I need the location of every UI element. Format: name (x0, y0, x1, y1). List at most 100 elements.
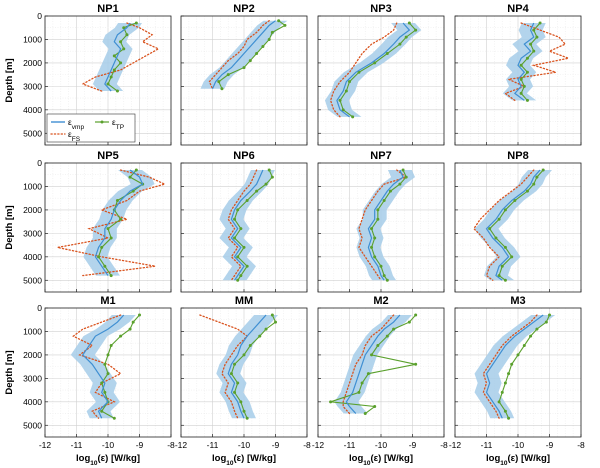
x-axis-label: log10(ε) [W/kg] (76, 453, 140, 467)
series-tp-point (109, 344, 113, 348)
series-tp-point (510, 362, 514, 366)
x-tick-label: -9 (136, 440, 144, 450)
series-tp-point (242, 409, 246, 413)
series-tp-point (115, 199, 119, 203)
series-tp-point (348, 80, 351, 84)
series-tp-point (503, 409, 507, 413)
x-tick-label: -10 (238, 440, 251, 450)
panel-mm: MM -12 -11 -10 -9 -8 log10(ε) [W/kg] (175, 295, 311, 467)
panel-title: M3 (510, 295, 525, 307)
series-tp-point (373, 255, 377, 259)
x-tick-label: -9 (409, 440, 417, 450)
series-vmp-line (82, 314, 125, 419)
series-vmp-line (485, 169, 541, 281)
y-tick-label: 5000 (23, 128, 42, 138)
x-tick-label: -12 (39, 440, 52, 450)
series-tp-point (357, 390, 361, 394)
series-tp-point (274, 320, 277, 324)
series-tp-point (494, 236, 498, 240)
y-tick-label: 0 (37, 11, 42, 21)
series-tp-point (516, 353, 520, 357)
series-tp-point (513, 199, 517, 203)
series-fs-line (227, 169, 258, 281)
panel-np2: NP2 (180, 3, 308, 146)
series-fs-line (72, 314, 122, 419)
series-tp-point (217, 80, 221, 84)
series-tp-point (103, 390, 107, 394)
vmp-uncertainty-band (356, 170, 416, 281)
series-tp-point (109, 75, 113, 79)
series-tp-point (242, 66, 246, 70)
y-tick-label: 0 (37, 158, 42, 168)
x-tick-label: -12 (449, 440, 462, 450)
x-tick-label: -11 (71, 440, 83, 450)
series-tp-point (103, 362, 107, 366)
panel-title: NP3 (370, 3, 391, 15)
legend-box (46, 113, 136, 143)
series-tp-line (339, 22, 417, 118)
series-tp-point (351, 115, 355, 119)
series-tp-point (525, 56, 529, 60)
x-axis-label: log10(ε) [W/kg] (349, 453, 413, 467)
series-tp-point (535, 175, 539, 179)
series-tp-point (407, 21, 411, 25)
series-tp-point (398, 42, 402, 46)
series-tp-point (112, 54, 116, 58)
y-tick-label: 1000 (23, 326, 42, 336)
series-tp-point (407, 320, 411, 324)
series-tp-point (267, 168, 271, 172)
y-axis-label: Depth [m] (4, 58, 15, 102)
series-vmp-line (345, 314, 401, 414)
series-tp-point (385, 52, 389, 56)
vmp-uncertainty-band (200, 20, 288, 89)
series-tp-point (503, 245, 507, 249)
series-tp-point (529, 42, 533, 46)
series-tp-point (376, 208, 380, 212)
series-tp-point (370, 245, 374, 249)
x-tick-label: -8 (577, 440, 585, 450)
y-tick-label: 3000 (23, 228, 42, 238)
series-tp-point (106, 82, 110, 86)
series-fs-line (358, 169, 408, 281)
series-tp-point (373, 405, 377, 409)
series-tp-point (507, 416, 511, 420)
series-tp-point (236, 381, 240, 385)
series-tp-point (134, 21, 138, 25)
series-tp-point (236, 255, 240, 259)
y-tick-label: 5000 (23, 275, 42, 285)
series-fs-line (329, 22, 398, 118)
series-tp-point (112, 416, 116, 420)
series-tp-point (119, 334, 123, 338)
series-tp-point (245, 416, 249, 420)
series-vmp-line (230, 169, 264, 281)
series-tp-point (277, 19, 281, 23)
y-tick-label: 4000 (23, 397, 42, 407)
series-tp-point (385, 334, 389, 338)
y-tick-label: 4000 (23, 105, 42, 115)
series-tp-point (376, 217, 380, 221)
y-tick-label: 3000 (23, 81, 42, 91)
series-tp-point (366, 372, 370, 376)
series-fs-line (504, 22, 571, 102)
series-tp-point (100, 245, 104, 249)
series-tp-point (270, 313, 274, 317)
y-tick-label: 1000 (23, 34, 42, 44)
x-axis-label: log10(ε) [W/kg] (212, 453, 276, 467)
panel-np4: NP4 (454, 3, 582, 146)
panel-title: M1 (100, 295, 115, 307)
x-tick-label: -11 (344, 440, 356, 450)
series-tp-point (103, 264, 107, 268)
series-tp-point (270, 30, 274, 34)
x-axis-label: log10(ε) [W/kg] (486, 453, 550, 467)
panel-np6: NP6 (180, 150, 308, 293)
legend-vmp-label: εvmp (68, 117, 84, 131)
series-tp-line (370, 169, 407, 281)
series-tp-point (376, 344, 380, 348)
series-tp-point (519, 91, 523, 95)
series-tp-point (497, 217, 501, 221)
series-tp-point (233, 390, 237, 394)
series-tp-point (488, 227, 492, 231)
series-tp-point (270, 175, 274, 179)
series-tp-point (131, 320, 135, 324)
